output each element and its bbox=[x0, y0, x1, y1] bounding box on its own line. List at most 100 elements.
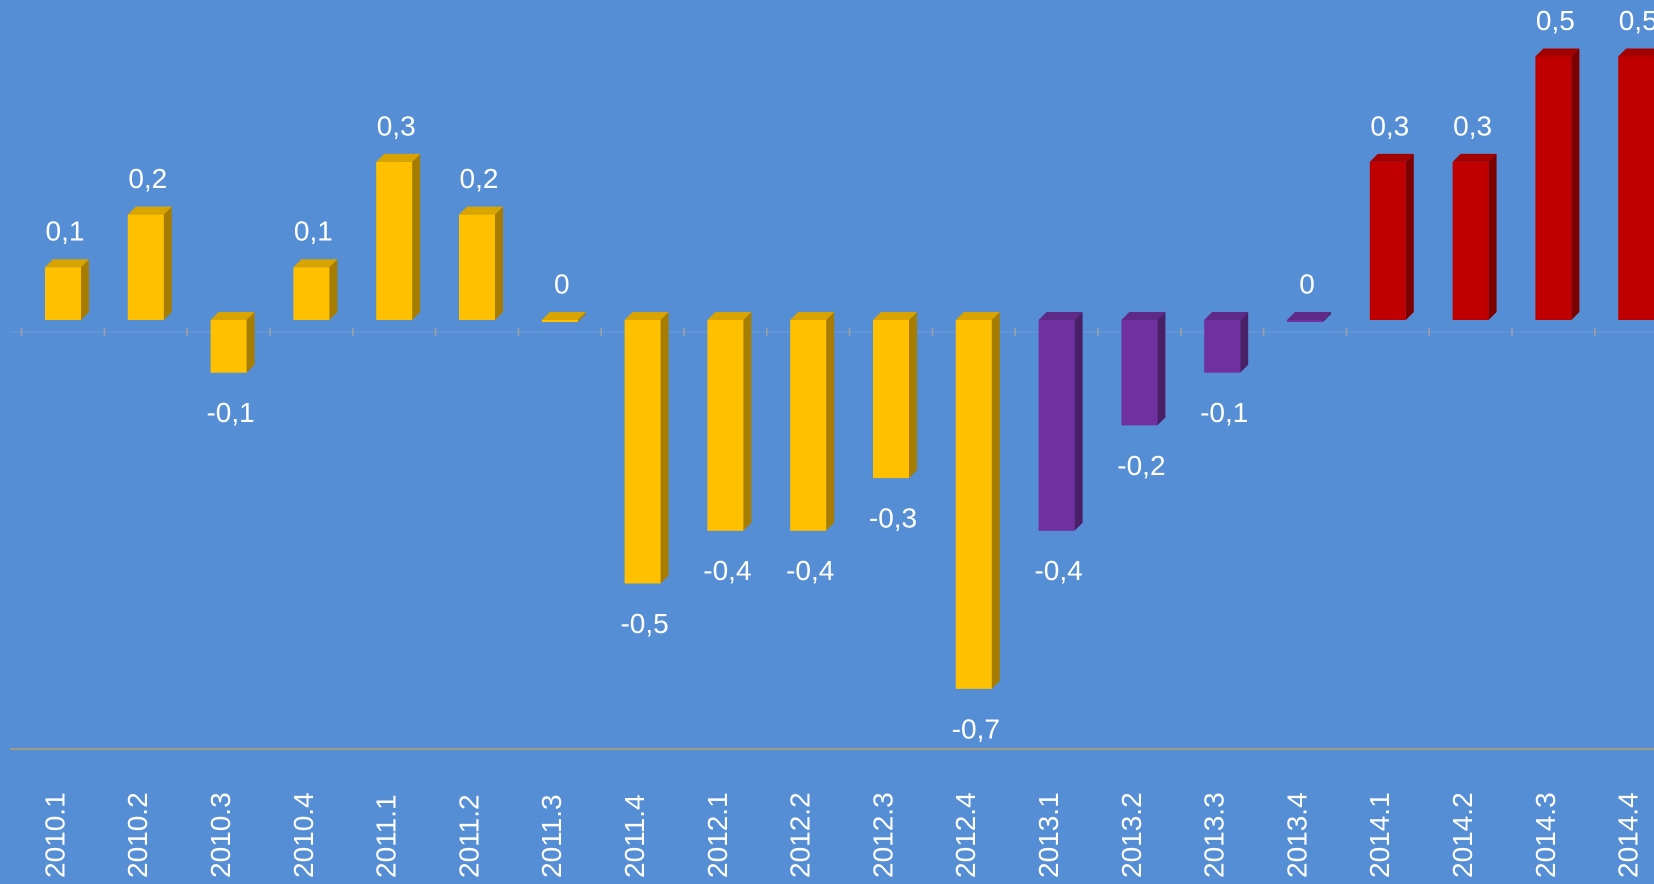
bar-top bbox=[1369, 153, 1414, 162]
data-label: 0,5 bbox=[1536, 5, 1575, 36]
bar bbox=[955, 320, 992, 689]
bar-side bbox=[1488, 153, 1497, 320]
bar bbox=[1618, 56, 1654, 320]
x-tick-label: 2013.3 bbox=[1199, 792, 1230, 878]
bar bbox=[873, 320, 909, 479]
x-tick-label: 2012.1 bbox=[702, 792, 733, 878]
bar-side bbox=[743, 312, 752, 531]
bar-side bbox=[246, 312, 255, 373]
bar-top bbox=[1618, 48, 1654, 57]
data-label: -0,7 bbox=[952, 713, 1000, 744]
data-label: 0,5 bbox=[1619, 5, 1654, 36]
bar-top bbox=[541, 312, 586, 320]
bar-top bbox=[459, 206, 503, 215]
data-label: -0,2 bbox=[1117, 450, 1165, 481]
x-tick-label: 2010.3 bbox=[205, 792, 236, 878]
bar-top bbox=[1204, 312, 1249, 320]
bar-side bbox=[1571, 48, 1580, 320]
x-tick-label: 2010.4 bbox=[288, 792, 319, 878]
data-label: 0,3 bbox=[1370, 110, 1409, 141]
bar bbox=[293, 267, 330, 320]
x-tick-label: 2013.4 bbox=[1281, 792, 1312, 878]
x-tick-label: 2013.2 bbox=[1116, 792, 1147, 878]
bar-top bbox=[1287, 312, 1331, 320]
x-tick-label: 2011.3 bbox=[536, 794, 567, 878]
bar-top bbox=[45, 259, 89, 268]
bar-top bbox=[1121, 312, 1166, 320]
x-tick-label: 2012.4 bbox=[950, 792, 981, 878]
bar-side bbox=[1240, 312, 1249, 373]
data-label: 0,3 bbox=[377, 110, 416, 141]
bar bbox=[459, 214, 495, 320]
data-label: -0,4 bbox=[786, 555, 834, 586]
data-label: 0,3 bbox=[1453, 110, 1492, 141]
bar-side bbox=[577, 312, 586, 322]
bar bbox=[1452, 161, 1489, 320]
bar bbox=[45, 267, 81, 320]
bar bbox=[624, 320, 661, 584]
bar-side bbox=[1323, 312, 1331, 322]
bar bbox=[541, 320, 578, 322]
bar-top bbox=[376, 153, 421, 162]
x-tick-label: 2010.2 bbox=[122, 792, 153, 878]
bar-side bbox=[991, 312, 1000, 689]
bar-side bbox=[660, 312, 669, 584]
bar-side bbox=[909, 312, 917, 479]
x-tick-label: 2011.2 bbox=[453, 794, 484, 878]
x-tick-label: 2013.1 bbox=[1033, 792, 1064, 878]
data-label: -0,3 bbox=[869, 502, 917, 533]
data-label: -0,1 bbox=[206, 397, 254, 428]
bar bbox=[210, 320, 247, 373]
bar-side bbox=[1157, 312, 1166, 426]
bar-side bbox=[329, 259, 338, 320]
bar-top bbox=[873, 312, 917, 320]
bar-top bbox=[955, 312, 1000, 320]
bar-side bbox=[163, 206, 172, 320]
x-tick-label: 2011.1 bbox=[371, 794, 402, 878]
bar bbox=[1204, 320, 1241, 373]
bar-top bbox=[127, 206, 172, 215]
data-label: -0,1 bbox=[1200, 397, 1248, 428]
bar-top bbox=[1535, 48, 1580, 57]
x-tick-label: 2014.1 bbox=[1364, 792, 1395, 878]
bar bbox=[790, 320, 827, 531]
bar-top bbox=[1452, 153, 1497, 162]
bar bbox=[1121, 320, 1158, 426]
bar-side bbox=[81, 259, 89, 320]
bar-side bbox=[1405, 153, 1414, 320]
x-tick-label: 2012.2 bbox=[785, 792, 816, 878]
bar bbox=[1287, 320, 1323, 322]
bar-side bbox=[1074, 312, 1083, 531]
bar-top bbox=[624, 312, 669, 320]
bar bbox=[1535, 56, 1572, 320]
bar-top bbox=[293, 259, 338, 268]
data-label: 0,2 bbox=[128, 163, 167, 194]
data-label: 0,1 bbox=[294, 216, 333, 247]
bar bbox=[1038, 320, 1075, 531]
data-label: 0,2 bbox=[460, 163, 499, 194]
bar bbox=[1369, 161, 1406, 320]
data-label: 0,1 bbox=[46, 216, 85, 247]
x-tick-label: 2012.3 bbox=[867, 792, 898, 878]
bar-top bbox=[1038, 312, 1083, 320]
x-tick-label: 2014.3 bbox=[1530, 792, 1561, 878]
bar bbox=[707, 320, 744, 531]
bar-top bbox=[210, 312, 255, 320]
data-label: 0 bbox=[554, 268, 570, 299]
x-tick-label: 2014.4 bbox=[1613, 792, 1644, 878]
data-label: -0,4 bbox=[703, 555, 751, 586]
bar bbox=[127, 214, 164, 320]
x-tick-label: 2014.2 bbox=[1447, 792, 1478, 878]
data-label: 0 bbox=[1299, 268, 1315, 299]
bar-top bbox=[707, 312, 752, 320]
x-tick-label: 2010.1 bbox=[39, 792, 70, 878]
bar-side bbox=[495, 206, 503, 320]
data-label: -0,5 bbox=[620, 608, 668, 639]
bar-side bbox=[826, 312, 835, 531]
bar-top bbox=[790, 312, 835, 320]
bar-side bbox=[412, 153, 421, 320]
x-tick-label: 2011.4 bbox=[619, 794, 650, 878]
data-label: -0,4 bbox=[1034, 555, 1082, 586]
